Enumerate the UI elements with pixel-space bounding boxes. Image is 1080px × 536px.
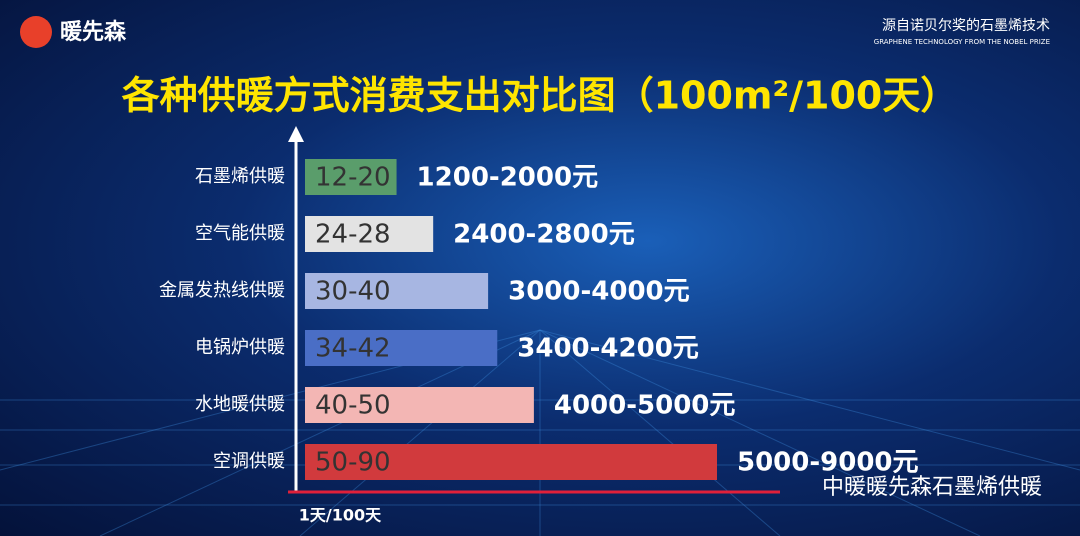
value-label: 24-28 — [315, 220, 391, 250]
cost-label: 2400-2800元 — [453, 220, 635, 250]
watermark: 中暖暖先森石墨烯供暖 — [822, 475, 1042, 500]
category-label: 金属发热线供暖 — [159, 280, 285, 301]
category-label: 空气能供暖 — [195, 223, 285, 244]
bar — [305, 387, 534, 423]
cost-label: 3000-4000元 — [508, 277, 690, 307]
value-label: 34-42 — [315, 334, 391, 364]
bar — [305, 273, 489, 309]
cost-label: 3400-4200元 — [517, 334, 699, 364]
category-label: 石墨烯供暖 — [195, 166, 285, 187]
tagline: 源自诺贝尔奖的石墨烯技术 — [882, 17, 1050, 34]
logo: 暖先森 — [60, 19, 127, 45]
background-grid — [0, 329, 1080, 536]
x-axis-label: 1天/100天 — [299, 506, 382, 525]
bar — [305, 330, 498, 366]
cost-label: 5000-9000元 — [737, 448, 919, 478]
cost-label: 4000-5000元 — [554, 391, 736, 421]
value-label: 40-50 — [315, 391, 391, 421]
category-label: 空调供暖 — [213, 451, 285, 472]
bar — [305, 159, 397, 195]
category-label: 电锅炉供暖 — [195, 337, 285, 358]
category-label: 水地暖供暖 — [195, 394, 285, 415]
axis-arrow — [288, 126, 304, 142]
logo-icon — [20, 16, 52, 48]
value-label: 50-90 — [315, 448, 391, 478]
bar — [305, 444, 717, 480]
cost-label: 1200-2000元 — [417, 163, 599, 193]
value-label: 30-40 — [315, 277, 391, 307]
bar — [305, 216, 434, 252]
value-label: 12-20 — [315, 163, 391, 193]
chart-title: 各种供暖方式消费支出对比图（100m²/100天） — [122, 74, 959, 118]
tagline-en: GRAPHENE TECHNOLOGY FROM THE NOBEL PRIZE — [874, 38, 1050, 46]
